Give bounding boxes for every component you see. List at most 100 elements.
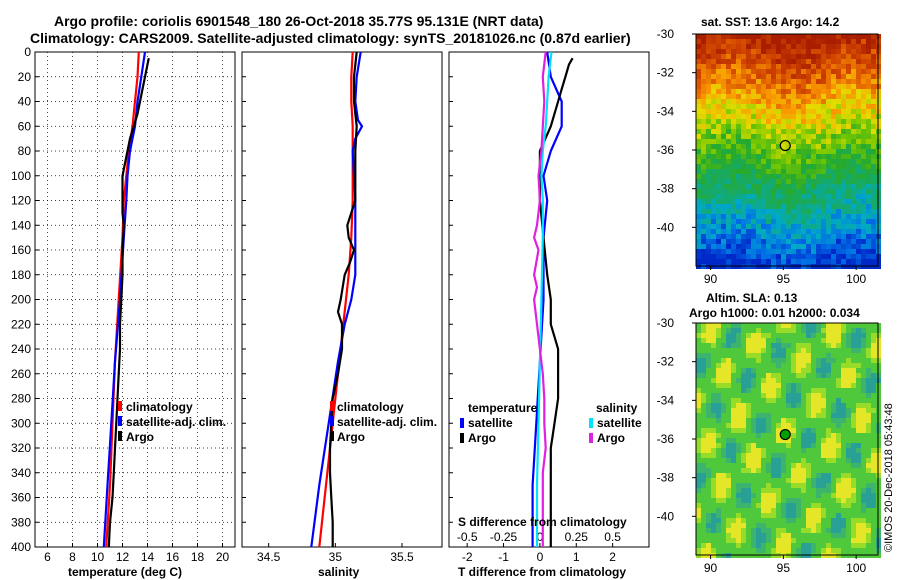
depth-tick-label: 160 <box>11 243 31 257</box>
map-cell <box>826 94 831 99</box>
map-cell <box>786 144 791 149</box>
legend-label-temp-satellite: satellite <box>468 416 513 430</box>
map-cell <box>791 114 796 119</box>
map-cell <box>841 229 846 234</box>
map-cell <box>726 184 731 189</box>
map-cell <box>856 513 861 518</box>
map-cell <box>726 99 731 104</box>
map-cell <box>866 139 871 144</box>
map-cell <box>826 358 831 363</box>
map-cell <box>746 199 751 204</box>
map-cell <box>781 548 786 553</box>
map-cell <box>816 79 821 84</box>
map-cell <box>696 149 701 154</box>
map-cell <box>866 478 871 483</box>
map-cell <box>851 39 856 44</box>
map-cell <box>871 124 876 129</box>
map-cell <box>866 154 871 159</box>
map-cell <box>781 338 786 343</box>
map-cell <box>871 209 876 214</box>
sst-map-ticks: 90 95 100-30-32-34-36-38-40 <box>657 27 867 286</box>
map-cell <box>781 149 786 154</box>
map-cell <box>721 69 726 74</box>
map-cell <box>731 483 736 488</box>
map-cell <box>791 39 796 44</box>
map-cell <box>831 413 836 418</box>
map-cell <box>831 34 836 39</box>
map-cell <box>871 388 876 393</box>
temperature-satellite-adj-line <box>102 51 147 548</box>
map-cell <box>731 343 736 348</box>
salinity-legend: climatology satellite-adj. clim. Argo <box>330 400 437 444</box>
map-cell <box>731 423 736 428</box>
map-cell <box>741 109 746 114</box>
map-cell <box>701 214 706 219</box>
map-cell <box>821 473 826 478</box>
map-cell <box>776 64 781 69</box>
map-cell <box>741 478 746 483</box>
map-cell <box>776 44 781 49</box>
map-cell <box>766 39 771 44</box>
map-cell <box>861 204 866 209</box>
map-cell <box>726 194 731 199</box>
map-cell <box>741 194 746 199</box>
map-cell <box>806 199 811 204</box>
map-cell <box>751 338 756 343</box>
map-cell <box>786 328 791 333</box>
map-cell <box>846 109 851 114</box>
map-cell <box>736 508 741 513</box>
map-cell <box>816 348 821 353</box>
map-cell <box>741 498 746 503</box>
temperature-argo-line <box>107 57 150 548</box>
map-cell <box>746 488 751 493</box>
map-cell <box>696 199 701 204</box>
map-cell <box>811 508 816 513</box>
map-cell <box>716 49 721 54</box>
map-cell <box>761 443 766 448</box>
map-cell <box>836 343 841 348</box>
map-cell <box>816 448 821 453</box>
map-cell <box>816 503 821 508</box>
map-cell <box>746 403 751 408</box>
map-cell <box>831 229 836 234</box>
map-cell <box>841 513 846 518</box>
map-cell <box>711 184 716 189</box>
map-cell <box>841 378 846 383</box>
map-cell <box>781 104 786 109</box>
temperature-tick-labels: 6 8 10 12 14 16 18 20 <box>35 51 229 564</box>
map-cell <box>726 94 731 99</box>
x-tick-label: 6 <box>44 550 51 564</box>
map-cell <box>786 518 791 523</box>
map-cell <box>811 179 816 184</box>
map-cell <box>851 129 856 134</box>
map-cell <box>746 139 751 144</box>
map-cell <box>851 433 856 438</box>
map-cell <box>841 124 846 129</box>
map-cell <box>736 224 741 229</box>
map-cell <box>721 533 726 538</box>
map-cell <box>811 144 816 149</box>
map-cell <box>836 418 841 423</box>
map-cell <box>796 503 801 508</box>
map-cell <box>746 458 751 463</box>
map-cell <box>726 348 731 353</box>
map-cell <box>766 528 771 533</box>
map-cell <box>771 144 776 149</box>
map-cell <box>741 543 746 548</box>
map-cell <box>756 114 761 119</box>
map-cell <box>761 44 766 49</box>
map-cell <box>856 373 861 378</box>
map-cell <box>846 164 851 169</box>
map-cell <box>706 134 711 139</box>
map-cell <box>826 368 831 373</box>
map-cell <box>841 194 846 199</box>
map-cell <box>771 164 776 169</box>
map-cell <box>866 543 871 548</box>
map-cell <box>726 229 731 234</box>
map-cell <box>716 154 721 159</box>
map-cell <box>806 378 811 383</box>
map-cell <box>751 533 756 538</box>
map-cell <box>791 488 796 493</box>
map-cell <box>726 368 731 373</box>
map-cell <box>796 224 801 229</box>
